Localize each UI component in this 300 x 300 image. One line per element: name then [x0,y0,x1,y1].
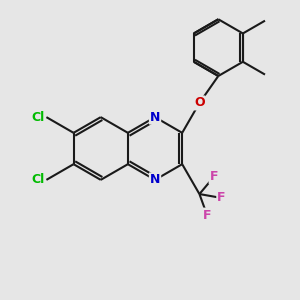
Text: Cl: Cl [32,173,45,186]
Text: O: O [194,97,205,110]
Text: F: F [217,191,226,204]
Text: N: N [150,111,160,124]
Text: F: F [203,208,211,222]
Text: Cl: Cl [32,111,45,124]
Text: F: F [210,170,218,183]
Text: N: N [150,173,160,186]
